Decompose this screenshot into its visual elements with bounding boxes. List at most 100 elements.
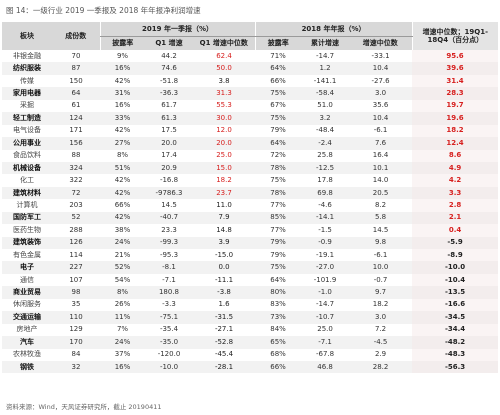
cell-count: 124 <box>52 112 100 125</box>
cell-q1-growth: 74.6 <box>145 62 193 75</box>
cell-q1-growth: 44.2 <box>161 51 177 60</box>
cell-count: 61 <box>71 101 81 110</box>
cell-q1-growth: -8.1 <box>145 261 193 274</box>
table-row: 商业贸易 98 8% 180.8 -3.8 80% -1.0 9.7 -13.5 <box>2 286 499 299</box>
cell-q1-rate: 8% <box>100 286 145 299</box>
header-q1-growth: Q1 增速 <box>145 36 193 50</box>
table-row: 电气设备 171 42% 17.5 12.0 79% -48.4 -6.1 18.2 <box>2 124 499 138</box>
cell-fy-median: -0.7 <box>373 275 388 284</box>
cell-q1-rate: 51% <box>100 161 145 175</box>
cell-industry: 休闲服务 <box>13 300 41 309</box>
cell-q1-rate: 38% <box>114 225 131 234</box>
cell-fy-rate: 78% <box>255 186 302 200</box>
cell-fy-rate: 75% <box>270 176 286 185</box>
cell-change: 31.4 <box>412 74 499 88</box>
cell-q1-growth: -120.0 <box>157 350 181 359</box>
cell-fy-rate: 84% <box>270 325 286 334</box>
table-row: 化工 322 42% -16.8 18.2 75% 17.8 14.0 4.2 <box>2 174 499 187</box>
table-row: 汽车 170 24% -35.0 -52.8 65% -7.1 -4.5 -48.2 <box>2 336 499 349</box>
cell-change: 28.3 <box>412 87 499 100</box>
cell-fy-growth: 46.8 <box>301 360 350 374</box>
cell-fy-rate: 65% <box>255 336 302 349</box>
cell-fy-rate: 77% <box>270 225 286 234</box>
cell-industry: 汽车 <box>2 336 52 349</box>
cell-q1-rate: 21% <box>114 250 131 259</box>
table-body: 非银金融 70 9% 44.2 62.4 71% -14.7 -33.1 95.6 纺织服装 87 1… <box>2 50 499 374</box>
cell-q1-rate: 42% <box>114 176 131 185</box>
table-row: 建筑装饰 126 24% -99.3 3.9 79% -0.9 9.8 -5.9 <box>2 236 499 249</box>
cell-count: 107 <box>69 275 83 284</box>
cell-change: 39.6 <box>412 62 499 75</box>
cell-count: 288 <box>69 225 83 234</box>
cell-fy-rate: 64% <box>255 137 302 150</box>
cell-change: 4.2 <box>412 174 499 187</box>
cell-fy-growth: -19.1 <box>315 250 335 259</box>
source-footer: 资料来源：Wind，天风证券研究所，截止 20190411 <box>6 403 162 411</box>
header-fy-median: 增速中位数 <box>349 36 413 50</box>
cell-q1-rate: 52% <box>100 261 145 274</box>
cell-q1-median: 20.0 <box>193 137 256 150</box>
cell-fy-median: 14.0 <box>372 176 389 185</box>
cell-fy-median: 28.2 <box>349 360 413 374</box>
cell-industry: 通信 <box>20 275 34 284</box>
cell-fy-median: 5.8 <box>349 211 413 225</box>
cell-industry: 钢铁 <box>2 360 52 374</box>
cell-q1-rate: 66% <box>114 200 131 209</box>
cell-industry: 公用事业 <box>2 137 52 150</box>
cell-fy-rate: 66% <box>255 360 302 374</box>
cell-fy-growth: -10.7 <box>301 311 350 324</box>
cell-q1-growth: 14.5 <box>161 200 177 209</box>
cell-q1-rate: 54% <box>114 275 131 284</box>
header-fy-group: 2018 年年报（%） <box>254 22 413 37</box>
cell-q1-growth: -35.4 <box>159 325 179 334</box>
cell-q1-median: -3.8 <box>193 286 256 299</box>
cell-fy-growth: 25.0 <box>317 325 333 334</box>
cell-fy-growth: -141.1 <box>313 76 337 85</box>
cell-q1-growth: -9786.3 <box>145 186 193 200</box>
cell-fy-growth: -7.1 <box>301 336 350 349</box>
cell-industry: 非银金融 <box>13 51 41 60</box>
table-row: 食品饮料 88 8% 17.4 25.0 72% 25.8 16.4 8.6 <box>2 149 499 162</box>
cell-fy-growth: -101.9 <box>313 275 337 284</box>
cell-count: 64 <box>52 87 100 100</box>
cell-change: 8.6 <box>412 149 499 162</box>
cell-q1-growth: -75.1 <box>145 311 193 324</box>
cell-industry: 食品饮料 <box>13 151 41 160</box>
cell-fy-growth: 25.8 <box>317 151 333 160</box>
cell-fy-median: 7.6 <box>349 137 413 150</box>
cell-q1-rate: 7% <box>116 325 129 334</box>
cell-industry: 传媒 <box>20 76 34 85</box>
cell-count: 171 <box>69 126 83 135</box>
cell-change: 2.1 <box>412 211 499 225</box>
cell-fy-median: 7.2 <box>374 325 387 334</box>
cell-q1-growth: -3.3 <box>162 300 176 309</box>
cell-fy-median: -6.1 <box>373 250 388 259</box>
cell-q1-growth: 23.3 <box>161 225 177 234</box>
cell-industry: 有色金属 <box>13 250 41 259</box>
cell-count: 322 <box>69 176 83 185</box>
cell-industry: 纺织服装 <box>2 62 52 75</box>
figure-caption: 图 14：一级行业 2019 一季报及 2018 年年报净利润增速 <box>6 6 201 15</box>
cell-change: 95.6 <box>412 50 499 63</box>
cell-q1-growth: -40.7 <box>145 211 193 225</box>
cell-industry: 采掘 <box>20 101 34 110</box>
cell-change: -13.5 <box>412 286 499 299</box>
cell-q1-median: 50.0 <box>193 62 256 75</box>
table-row: 轻工制造 124 33% 61.3 30.0 75% 3.2 10.4 19.6 <box>2 112 499 125</box>
cell-fy-growth: -2.4 <box>301 137 350 150</box>
cell-q1-median: -28.1 <box>193 360 256 374</box>
cell-change: 12.4 <box>412 137 499 150</box>
cell-q1-rate: 31% <box>100 87 145 100</box>
cell-fy-median: 10.4 <box>349 112 413 125</box>
cell-fy-median: 14.5 <box>372 225 389 234</box>
cell-count: 70 <box>71 51 81 60</box>
cell-fy-growth: -58.4 <box>301 87 350 100</box>
cell-count: 156 <box>52 137 100 150</box>
cell-fy-growth: -67.8 <box>315 350 335 359</box>
cell-industry: 电子 <box>2 261 52 274</box>
header-change: 增速中位数；19Q1-18Q4（百分点） <box>411 22 499 50</box>
cell-fy-median: 10.4 <box>349 62 413 75</box>
header-count: 成份数 <box>52 22 100 50</box>
cell-q1-growth: 61.7 <box>161 101 177 110</box>
cell-q1-rate: 27% <box>100 137 145 150</box>
